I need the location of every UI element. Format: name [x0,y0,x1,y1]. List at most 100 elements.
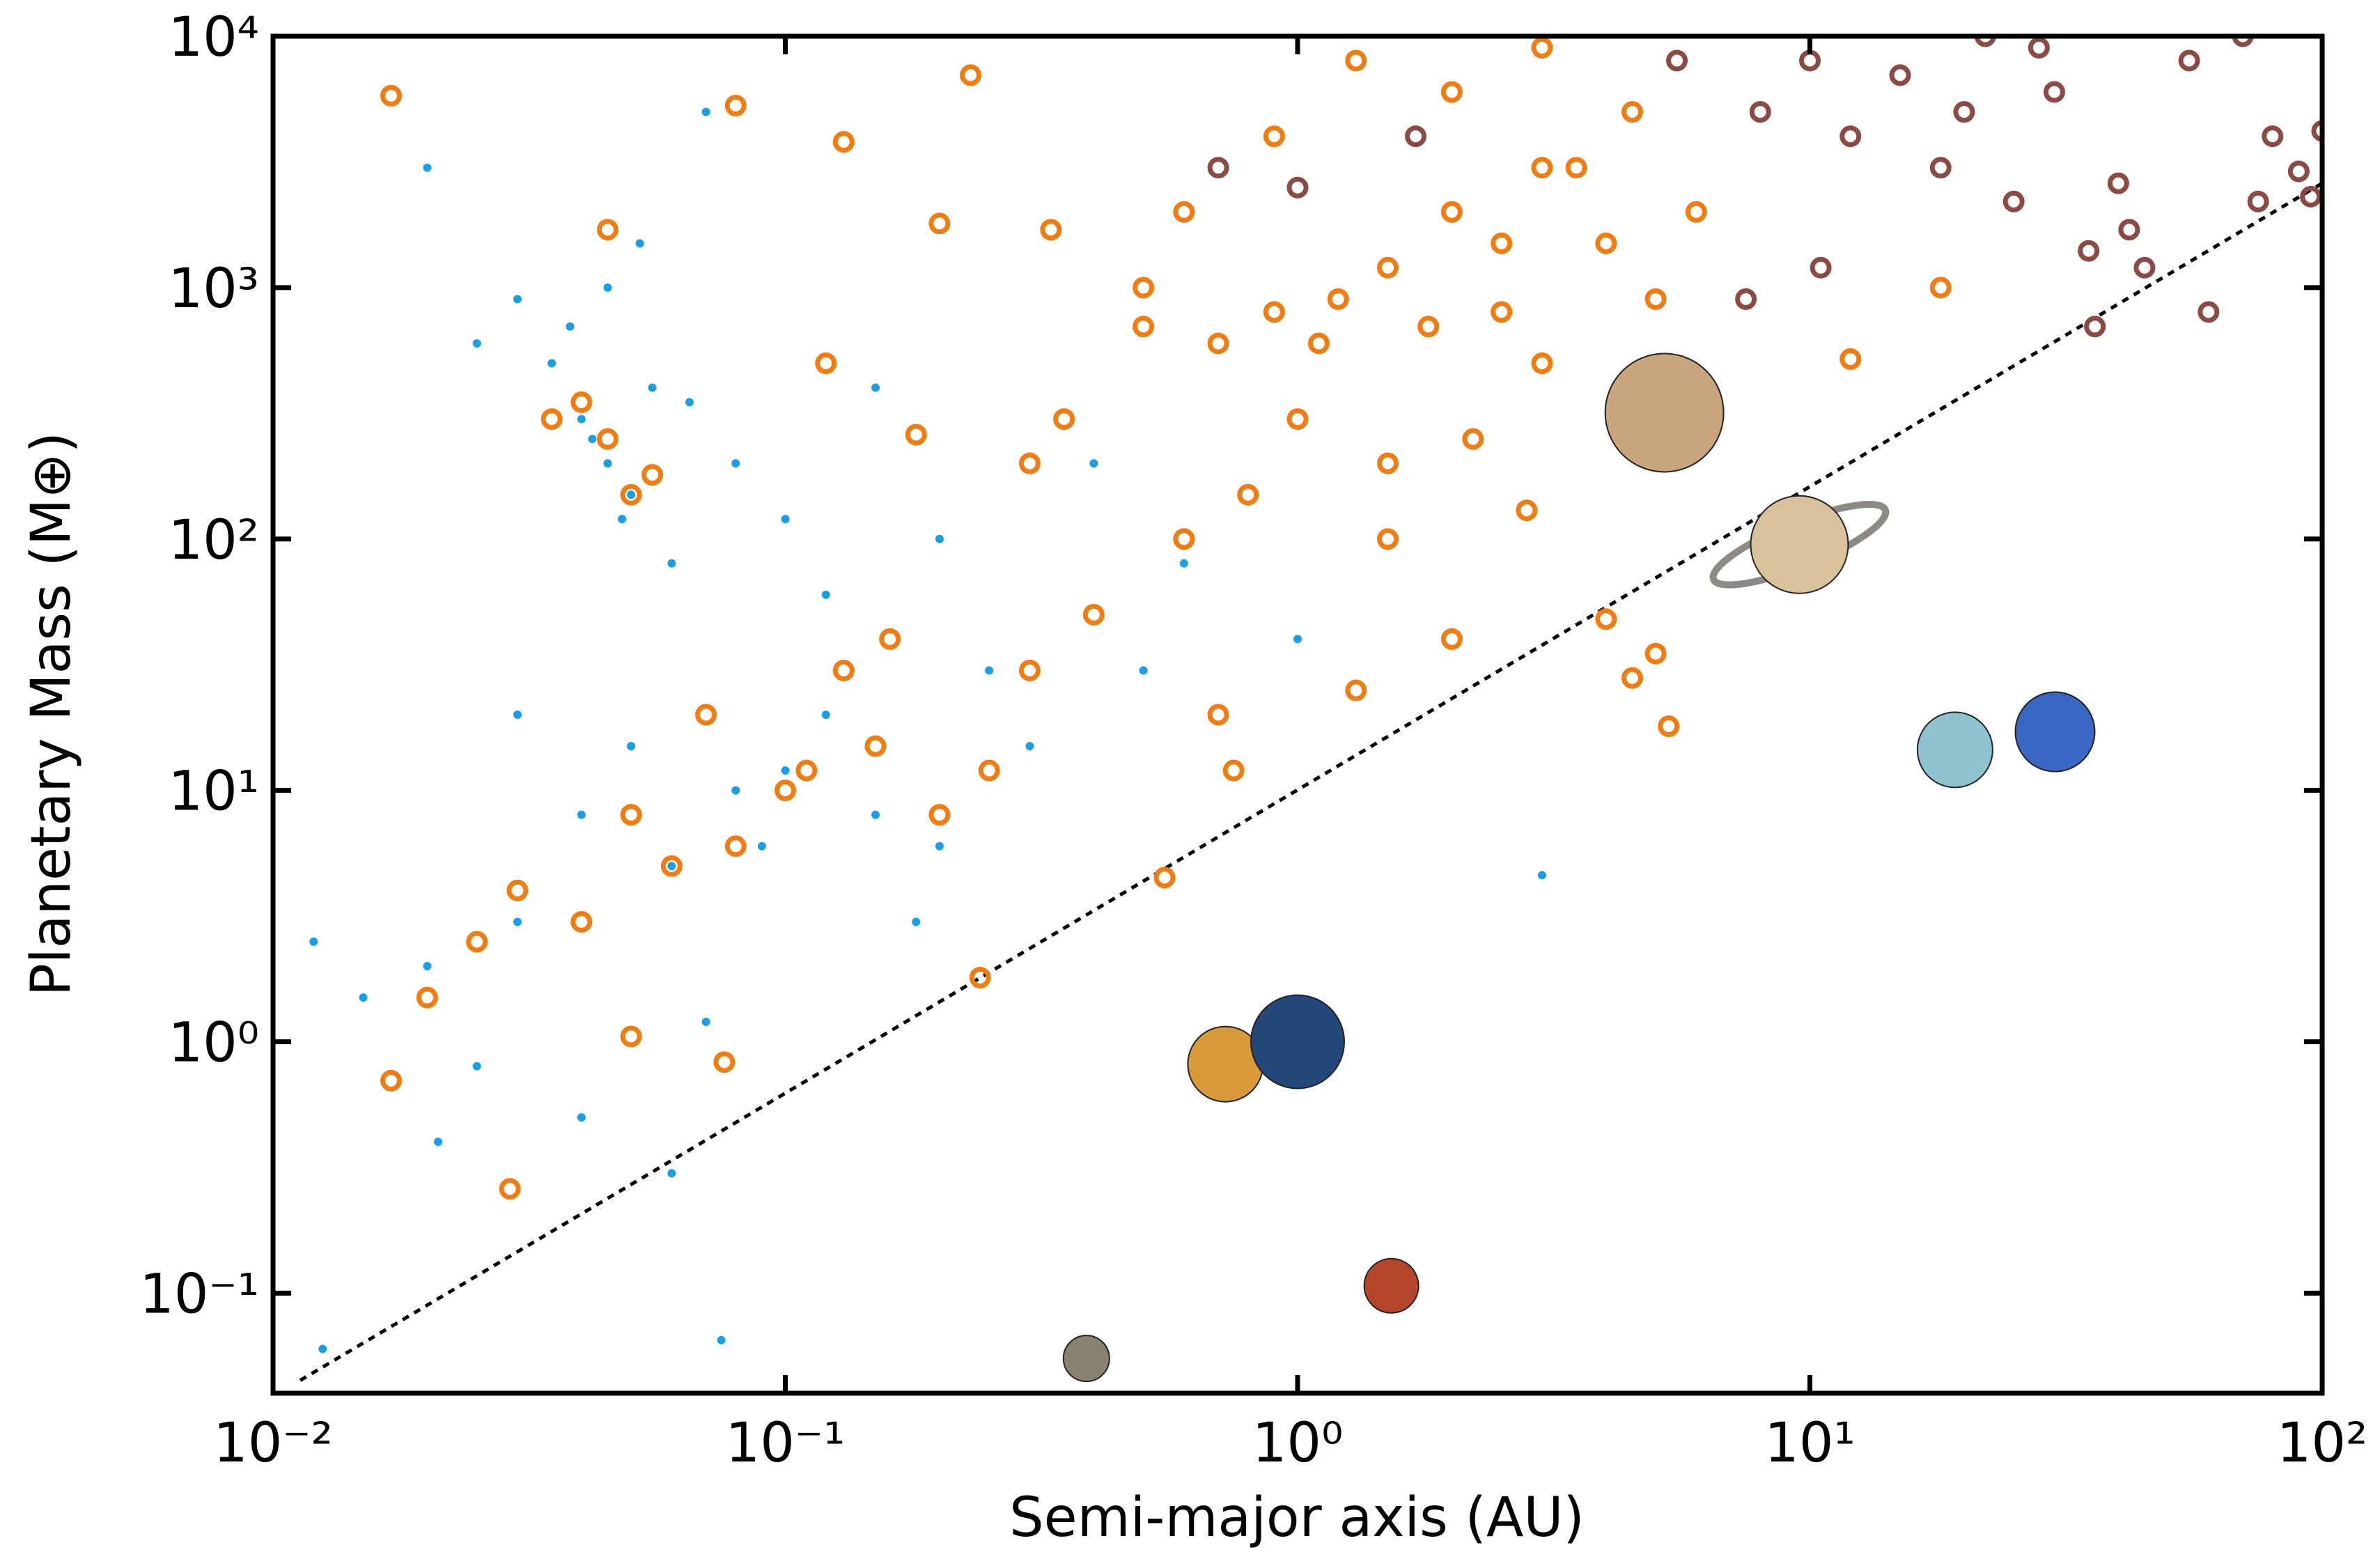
data-point [380,1069,402,1092]
data-point [1139,666,1148,675]
data-point [935,534,944,543]
data-point [667,559,676,568]
data-point [648,383,657,392]
data-point [1377,528,1399,550]
data-point [912,917,921,926]
data-point [641,464,664,486]
data-point [928,212,951,235]
data-point [1263,301,1285,323]
data-point [570,910,593,933]
data-point [566,322,575,331]
data-point [635,239,644,248]
data-point [1595,232,1617,254]
data-point [1237,483,1259,506]
data-point [1974,36,1996,47]
data-point [781,515,790,524]
data-point [1953,101,1975,123]
data-point [1491,232,1513,254]
data-point [1307,332,1330,355]
data-point [359,993,368,1002]
planet [1363,1257,1420,1314]
data-point [832,131,855,153]
y-tick-label: 10⁰ [168,1012,259,1075]
data-point [1173,201,1195,223]
data-point [1133,316,1155,338]
data-point [1621,101,1643,123]
data-point [832,659,855,681]
data-point [731,459,740,468]
data-point [1345,679,1367,701]
data-point [499,1178,521,1200]
x-tick-label: 10⁻¹ [726,1412,846,1475]
data-point [795,759,818,782]
data-point [1173,528,1195,550]
data-point [423,961,432,970]
y-axis-title: Planetary Mass (M⊕) [20,432,83,996]
data-point [667,862,676,871]
data-point [2043,81,2065,103]
planet [1750,495,1849,594]
data-point [2262,125,2284,148]
data-point [695,704,717,726]
data-point [620,483,642,506]
data-point [620,804,642,826]
data-point [2133,256,2156,279]
data-point [1595,608,1617,630]
data-point [513,917,522,926]
data-point [627,490,636,499]
data-point [1133,277,1155,299]
data-point [1621,667,1643,689]
data-point [506,879,529,901]
data-point [2178,49,2200,72]
x-axis-title: Semi-major axis (AU) [1009,1487,1585,1549]
data-point [701,1017,710,1026]
data-point [969,966,991,988]
data-point [2311,120,2322,142]
data-point [2232,36,2254,47]
data-point [416,986,438,1009]
data-point [1286,408,1309,431]
data-point [1286,176,1309,199]
data-point [1810,256,1832,279]
data-point [1207,332,1229,355]
data-point [1462,428,1484,450]
data-point [871,383,880,392]
data-point [960,64,982,86]
data-point [1840,348,1862,370]
x-tick-label: 10² [2277,1412,2368,1475]
data-point [540,408,563,431]
data-point [2028,37,2050,59]
data-point [472,339,481,348]
data-point [1417,316,1440,338]
data-point [1345,49,1367,72]
y-tick-label: 10³ [168,258,259,320]
planet [1062,1335,1110,1383]
data-point [1327,288,1349,310]
data-point [731,786,740,795]
data-point [577,810,586,819]
data-point [472,1062,481,1071]
data-point [466,931,488,953]
data-point [1440,201,1463,223]
data-point [775,779,796,802]
data-point [596,219,619,241]
data-point [1658,715,1680,738]
data-point [685,398,694,407]
data-point [879,628,901,650]
data-point [1053,408,1075,431]
data-point [815,352,837,375]
data-point [318,1344,327,1354]
data-point [1018,659,1041,681]
data-point [935,841,944,851]
y-tick-label: 10⁴ [168,6,259,69]
data-point [1377,256,1399,279]
data-point [577,414,586,424]
data-point [2247,190,2269,212]
data-point [1440,81,1463,103]
y-tick-label: 10⁻¹ [139,1263,259,1326]
data-point [2300,185,2322,208]
data-point [547,359,557,368]
data-point [513,295,522,304]
data-point [577,1113,586,1122]
